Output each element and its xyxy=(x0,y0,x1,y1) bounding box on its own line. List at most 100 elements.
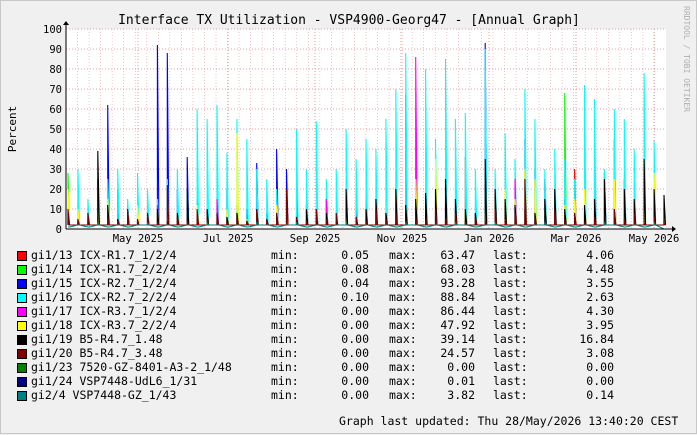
legend-min-label: min: xyxy=(271,346,299,360)
legend-max-value: 47.92 xyxy=(440,318,475,332)
legend-max-label: max: xyxy=(389,318,417,332)
legend-last-label: last: xyxy=(493,318,528,332)
y-tick-label: 90 xyxy=(49,44,62,56)
legend-max-value: 24.57 xyxy=(440,346,475,360)
legend-swatch xyxy=(17,363,27,373)
legend-min-value: 0.00 xyxy=(341,374,369,388)
legend-last-value: 4.06 xyxy=(586,248,614,262)
axes: 0 10 20 30 40 50 60 70 80 90 100 May 2025 Jul 2025 Se… xyxy=(43,21,679,245)
legend-series-name: gi1/19 B5-R4.7_1.48 xyxy=(31,332,163,346)
y-axis-label: Percent xyxy=(6,106,19,152)
legend-series-name: gi1/24 VSP7448-UdL6_1/31 xyxy=(31,374,198,388)
chart-title: Interface TX Utilization - VSP4900-Georg… xyxy=(118,13,580,28)
legend-last-value: 4.30 xyxy=(586,304,614,318)
y-tick-label: 30 xyxy=(49,164,62,176)
legend-max-value: 39.14 xyxy=(440,332,475,346)
legend-last-label: last: xyxy=(493,290,528,304)
legend-swatch xyxy=(17,335,27,345)
legend-min-label: min: xyxy=(271,262,299,276)
legend-swatch xyxy=(17,391,27,401)
legend-min-value: 0.00 xyxy=(341,318,369,332)
y-tick-label: 10 xyxy=(49,204,62,216)
x-tick-label: Sep 2025 xyxy=(290,233,341,245)
legend-last-label: last: xyxy=(493,262,528,276)
x-tick-label: Jan 2026 xyxy=(464,233,515,245)
legend-swatch xyxy=(17,321,27,331)
legend-last-label: last: xyxy=(493,374,528,388)
y-tick-label: 40 xyxy=(49,144,62,156)
legend-series-name: gi1/13 ICX-R1.7_1/2/4 xyxy=(31,248,177,262)
legend-swatch xyxy=(17,251,27,261)
legend-min-label: min: xyxy=(271,276,299,290)
x-tick-label: Jul 2025 xyxy=(203,233,254,245)
legend-max-label: max: xyxy=(389,346,417,360)
legend-series-name: gi2/4 VSP7448-GZ_1/43 xyxy=(31,388,177,402)
legend-max-label: max: xyxy=(389,248,417,262)
y-axis-arrow xyxy=(63,21,69,25)
legend-series-name: gi1/14 ICX-R1.7_2/2/4 xyxy=(31,262,177,276)
legend-min-value: 0.04 xyxy=(341,276,369,290)
legend-min-value: 0.10 xyxy=(341,290,369,304)
legend-min-label: min: xyxy=(271,388,299,402)
legend-min-value: 0.00 xyxy=(341,304,369,318)
legend-max-label: max: xyxy=(389,374,417,388)
legend-swatch xyxy=(17,307,27,317)
legend-max-value: 93.28 xyxy=(440,276,475,290)
x-tick-label: May 2025 xyxy=(113,233,164,245)
legend-max-label: max: xyxy=(389,304,417,318)
legend-swatch xyxy=(17,349,27,359)
legend-swatch xyxy=(17,293,27,303)
legend-min-label: min: xyxy=(271,290,299,304)
legend-series-name: gi1/17 ICX-R3.7_1/2/4 xyxy=(31,304,177,318)
y-tick-label: 80 xyxy=(49,64,62,76)
legend-max-value: 86.44 xyxy=(440,304,475,318)
legend-last-value: 16.84 xyxy=(579,332,614,346)
last-updated-text: Graph last updated: Thu 28/May/2026 13:4… xyxy=(339,414,679,428)
legend-min-label: min: xyxy=(271,248,299,262)
legend-swatch xyxy=(17,279,27,289)
legend-swatch xyxy=(17,377,27,387)
y-tick-label: 20 xyxy=(49,184,62,196)
y-tick-label: 50 xyxy=(49,124,62,136)
legend-max-value: 3.82 xyxy=(447,388,475,402)
series-line-8 xyxy=(67,178,666,226)
legend-max-value: 0.00 xyxy=(447,360,475,374)
x-tick-label: Nov 2025 xyxy=(377,233,428,245)
legend-max-label: max: xyxy=(389,388,417,402)
legend-max-label: max: xyxy=(389,332,417,346)
legend-min-label: min: xyxy=(271,360,299,374)
legend-min-value: 0.05 xyxy=(341,248,369,262)
legend-min-label: min: xyxy=(271,374,299,388)
legend-last-label: last: xyxy=(493,346,528,360)
legend-last-value: 0.00 xyxy=(586,360,614,374)
legend-series-name: gi1/18 ICX-R3.7_2/2/4 xyxy=(31,318,177,332)
legend-max-value: 68.03 xyxy=(440,262,475,276)
legend-max-label: max: xyxy=(389,262,417,276)
legend-last-value: 3.95 xyxy=(586,318,614,332)
y-tick-label: 60 xyxy=(49,104,62,116)
legend-min-value: 0.08 xyxy=(341,262,369,276)
legend-last-label: last: xyxy=(493,360,528,374)
legend-series-name: gi1/15 ICX-R2.7_1/2/4 xyxy=(31,276,177,290)
legend-last-label: last: xyxy=(493,248,528,262)
legend-last-label: last: xyxy=(493,304,528,318)
x-tick-label: Mar 2026 xyxy=(551,233,602,245)
legend-last-label: last: xyxy=(493,332,528,346)
legend-max-value: 88.84 xyxy=(440,290,475,304)
legend-last-value: 2.63 xyxy=(586,290,614,304)
legend-max-label: max: xyxy=(389,276,417,290)
legend-min-label: min: xyxy=(271,304,299,318)
legend-min-value: 0.00 xyxy=(341,332,369,346)
legend-swatch xyxy=(17,265,27,275)
legend-last-value: 4.48 xyxy=(586,262,614,276)
legend-last-value: 0.14 xyxy=(586,388,614,402)
legend-min-value: 0.00 xyxy=(341,346,369,360)
y-tick-label: 100 xyxy=(43,24,62,36)
legend-max-value: 63.47 xyxy=(440,248,475,262)
legend-series-name: gi1/23 7520-GZ-8401-A3-2_1/48 xyxy=(31,360,232,374)
legend-last-value: 0.00 xyxy=(586,374,614,388)
legend-last-value: 3.55 xyxy=(586,276,614,290)
legend-min-label: min: xyxy=(271,332,299,346)
